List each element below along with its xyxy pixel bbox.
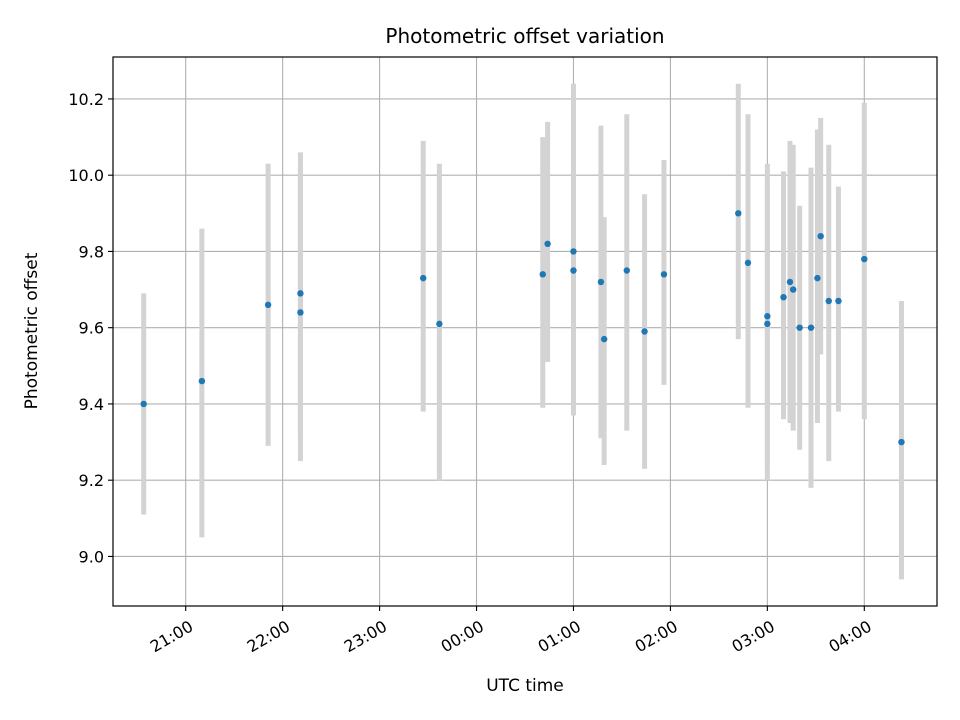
data-point bbox=[814, 274, 821, 282]
x-axis-ticks: 21:00 22:00 23:00 00:00 01:00 02:00 03:00 04:00 bbox=[147, 606, 875, 656]
data-point bbox=[796, 324, 803, 331]
data-point bbox=[539, 271, 546, 278]
y-tick-label: 9.2 bbox=[79, 471, 104, 490]
data-point bbox=[825, 297, 832, 305]
y-tick-label: 10.0 bbox=[68, 166, 104, 185]
x-tick-label: 23:00 bbox=[341, 617, 390, 657]
y-axis-ticks: 9.0 9.2 9.4 9.6 9.8 10.0 10.2 bbox=[68, 90, 113, 566]
data-point bbox=[735, 210, 742, 217]
data-point bbox=[898, 438, 905, 446]
data-point bbox=[264, 301, 272, 309]
y-tick-label: 9.6 bbox=[79, 319, 104, 338]
data-point bbox=[198, 377, 206, 385]
chart-title: Photometric offset variation bbox=[385, 24, 664, 48]
data-point bbox=[570, 248, 577, 255]
x-tick-label: 21:00 bbox=[147, 617, 196, 657]
data-point bbox=[140, 400, 147, 408]
data-point bbox=[764, 313, 771, 320]
y-axis-title: Photometric offset bbox=[22, 252, 42, 409]
data-point bbox=[570, 267, 577, 274]
data-point bbox=[420, 274, 427, 282]
data-point bbox=[790, 286, 797, 293]
data-point bbox=[660, 271, 668, 278]
data-point bbox=[744, 259, 752, 267]
data-point bbox=[297, 290, 304, 297]
data-point bbox=[861, 255, 868, 263]
y-tick-label: 10.2 bbox=[68, 90, 104, 109]
errorbars bbox=[141, 83, 904, 580]
data-point bbox=[297, 309, 304, 316]
x-tick-label: 04:00 bbox=[825, 617, 874, 657]
y-tick-label: 9.0 bbox=[79, 547, 104, 566]
data-point bbox=[764, 320, 771, 328]
data-point bbox=[817, 232, 824, 240]
data-points bbox=[140, 210, 905, 446]
plot-area-frame bbox=[112, 56, 938, 607]
x-tick-label: 22:00 bbox=[244, 617, 293, 657]
data-point bbox=[623, 267, 630, 274]
data-point bbox=[436, 320, 443, 328]
data-point bbox=[597, 278, 605, 286]
data-point bbox=[835, 297, 842, 305]
x-tick-label: 02:00 bbox=[632, 617, 681, 657]
data-point bbox=[786, 278, 794, 286]
data-point bbox=[544, 240, 551, 248]
y-tick-label: 9.8 bbox=[79, 242, 104, 261]
data-point bbox=[807, 324, 815, 331]
x-tick-label: 00:00 bbox=[438, 617, 487, 657]
x-axis-title: UTC time bbox=[486, 676, 564, 696]
y-tick-label: 9.4 bbox=[79, 395, 104, 414]
data-point bbox=[780, 293, 787, 301]
data-point bbox=[600, 335, 608, 343]
x-tick-label: 01:00 bbox=[535, 617, 584, 657]
data-point bbox=[641, 328, 648, 335]
x-tick-label: 03:00 bbox=[729, 617, 778, 657]
